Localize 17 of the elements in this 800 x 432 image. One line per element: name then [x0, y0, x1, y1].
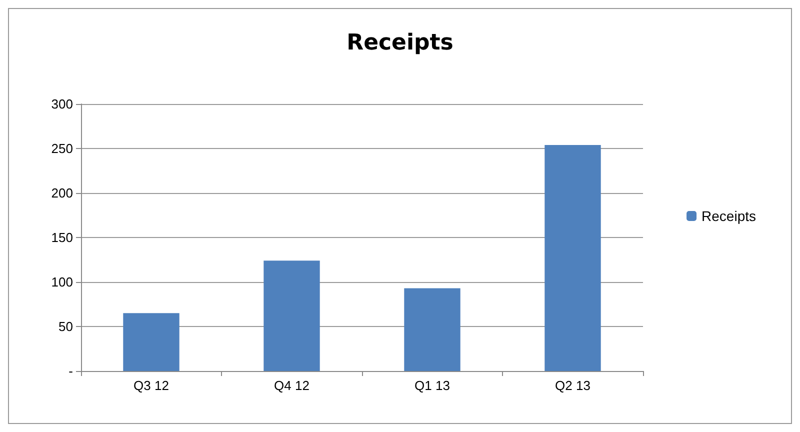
bar — [404, 288, 460, 371]
y-tick-label: 250 — [51, 141, 73, 156]
bar — [544, 144, 601, 371]
chart-title: Receipts — [346, 30, 454, 56]
x-tick-label: Q1 13 — [414, 378, 450, 393]
legend-label: Receipts — [702, 208, 756, 224]
bar — [264, 260, 320, 371]
y-tick-label: 100 — [51, 274, 73, 290]
x-tick-label: Q3 12 — [134, 378, 169, 393]
y-tick-label: 150 — [51, 230, 73, 245]
x-tick-label: Q4 12 — [274, 378, 310, 393]
y-tick-label: 50 — [58, 319, 73, 334]
y-tick-label: - — [68, 364, 73, 378]
y-tick-label: 200 — [51, 186, 73, 200]
x-tick-label: Q2 13 — [555, 378, 590, 393]
bar — [123, 313, 180, 371]
y-tick-label: 300 — [51, 96, 73, 112]
